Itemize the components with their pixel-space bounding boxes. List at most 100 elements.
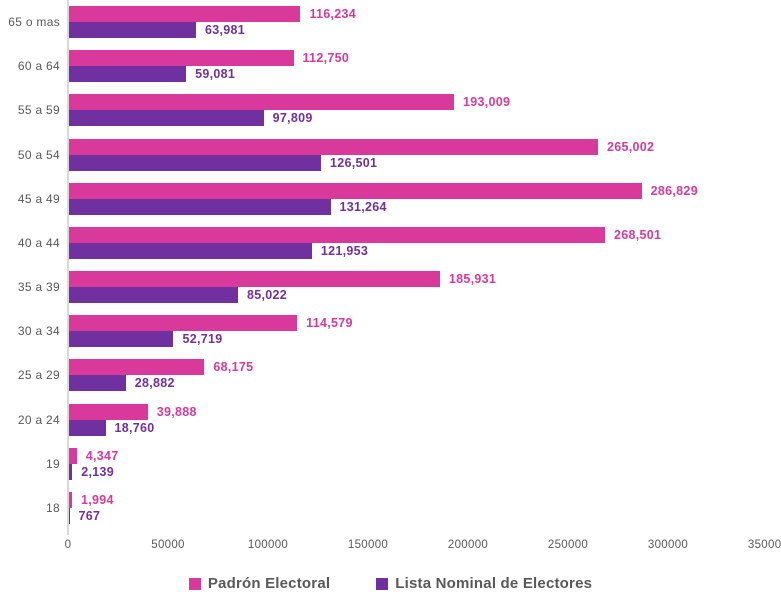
category-label: 20 a 24 (17, 412, 60, 427)
bar-line-series-2: 126,501 (68, 154, 781, 171)
bar-line-series-2: 2,139 (68, 463, 781, 480)
value-label: 68,175 (213, 360, 254, 375)
value-label: 85,022 (247, 288, 288, 303)
bar-line-series-1: 265,002 (68, 138, 781, 155)
bar-lista-nominal (68, 66, 187, 83)
bar-line-series-1: 193,009 (68, 94, 781, 111)
bar-line-series-2: 59,081 (68, 66, 781, 83)
bar-padron (68, 403, 148, 420)
bar-line-series-1: 39,888 (68, 403, 781, 420)
bar-padron (68, 359, 205, 376)
bar-group: 116,234 63,981 (68, 0, 781, 44)
category-label: 60 a 64 (17, 59, 60, 74)
bar-lista-nominal (68, 331, 174, 348)
bar-line-series-1: 268,501 (68, 226, 781, 243)
value-label: 286,829 (650, 183, 698, 198)
bar-lista-nominal (68, 375, 126, 392)
bar-padron (68, 315, 298, 332)
value-label: 28,882 (134, 376, 175, 391)
bar-line-series-2: 18,760 (68, 419, 781, 436)
bar-line-series-2: 85,022 (68, 287, 781, 304)
value-label: 2,139 (81, 464, 115, 479)
x-tick-label: 350000 (747, 539, 781, 551)
bar-padron (68, 491, 72, 508)
value-label: 268,501 (614, 227, 662, 242)
y-axis-line (67, 0, 69, 530)
bar-lista-nominal (68, 287, 239, 304)
bar-group: 265,002 126,501 (68, 133, 781, 177)
value-label: 767 (78, 508, 101, 523)
x-tick-label: 200000 (447, 539, 489, 551)
value-label: 131,264 (339, 199, 387, 214)
chart-row-35-a-39: 35 a 39 185,931 85,022 (0, 265, 781, 309)
bar-lista-nominal (68, 154, 321, 171)
bar-line-series-2: 121,953 (68, 242, 781, 259)
category-label: 25 a 29 (17, 368, 60, 383)
value-label: 18,760 (114, 420, 155, 435)
chart-row-19: 19 4,347 2,139 (0, 442, 781, 486)
value-label: 126,501 (330, 155, 378, 170)
bar-line-series-1: 68,175 (68, 359, 781, 376)
bar-lista-nominal (68, 198, 331, 215)
bar-padron (68, 447, 77, 464)
bar-padron (68, 138, 598, 155)
chart-row-25-a-29: 25 a 29 68,175 28,882 (0, 353, 781, 397)
bar-line-series-1: 286,829 (68, 182, 781, 199)
value-label: 116,234 (309, 7, 357, 22)
value-label: 265,002 (607, 139, 655, 154)
bar-line-series-1: 1,994 (68, 491, 781, 508)
category-label: 19 (46, 456, 60, 471)
chart-row-50-a-54: 50 a 54 265,002 126,501 (0, 133, 781, 177)
bar-group: 4,347 2,139 (68, 442, 781, 486)
plot-area: 65 o mas 116,234 63,981 60 a 64 112,750 59,08… (0, 0, 781, 535)
bar-group: 286,829 131,264 (68, 177, 781, 221)
bar-padron (68, 226, 605, 243)
bar-line-series-2: 28,882 (68, 375, 781, 392)
bar-group: 268,501 121,953 (68, 221, 781, 265)
bar-group: 112,750 59,081 (68, 44, 781, 88)
bar-group: 1,994 767 (68, 486, 781, 530)
x-tick-label: 50000 (151, 539, 185, 551)
value-label: 39,888 (156, 404, 197, 419)
chart-row-45-a-49: 45 a 49 286,829 131,264 (0, 177, 781, 221)
category-label: 45 a 49 (17, 191, 60, 206)
value-label: 63,981 (204, 23, 245, 38)
x-axis-zero-tick (67, 530, 69, 535)
bar-line-series-2: 63,981 (68, 22, 781, 39)
value-label: 193,009 (463, 95, 511, 110)
legend-item-padron: Padrón Electoral (188, 575, 331, 592)
bar-line-series-2: 52,719 (68, 331, 781, 348)
value-label: 112,750 (302, 51, 350, 66)
category-label: 65 o mas (8, 15, 60, 30)
bar-rows: 65 o mas 116,234 63,981 60 a 64 112,750 59,08… (0, 0, 781, 530)
chart-row-60-a-64: 60 a 64 112,750 59,081 (0, 44, 781, 88)
legend-swatch-icon (188, 577, 201, 590)
value-label: 59,081 (195, 67, 236, 82)
category-label: 35 a 39 (17, 280, 60, 295)
chart-row-20-a-24: 20 a 24 39,888 18,760 (0, 398, 781, 442)
bar-padron (68, 271, 440, 288)
bar-line-series-2: 131,264 (68, 198, 781, 215)
bar-group: 114,579 52,719 (68, 309, 781, 353)
x-tick-label: 100000 (247, 539, 289, 551)
category-label: 30 a 34 (17, 324, 60, 339)
bar-line-series-1: 4,347 (68, 447, 781, 464)
x-tick-label: 300000 (647, 539, 689, 551)
value-label: 1,994 (80, 492, 114, 507)
bar-line-series-1: 114,579 (68, 315, 781, 332)
bar-padron (68, 94, 455, 111)
chart-row-55-a-59: 55 a 59 193,009 97,809 (0, 88, 781, 132)
legend-label: Padrón Electoral (207, 575, 331, 592)
x-tick-label: 150000 (347, 539, 389, 551)
bar-line-series-2: 97,809 (68, 110, 781, 127)
bar-lista-nominal (68, 110, 264, 127)
legend-label: Lista Nominal de Electores (395, 575, 593, 592)
value-label: 4,347 (85, 448, 119, 463)
bar-group: 39,888 18,760 (68, 398, 781, 442)
value-label: 97,809 (272, 111, 313, 126)
bar-padron (68, 182, 642, 199)
bar-group: 193,009 97,809 (68, 88, 781, 132)
category-label: 18 (46, 500, 60, 515)
bar-lista-nominal (68, 242, 312, 259)
